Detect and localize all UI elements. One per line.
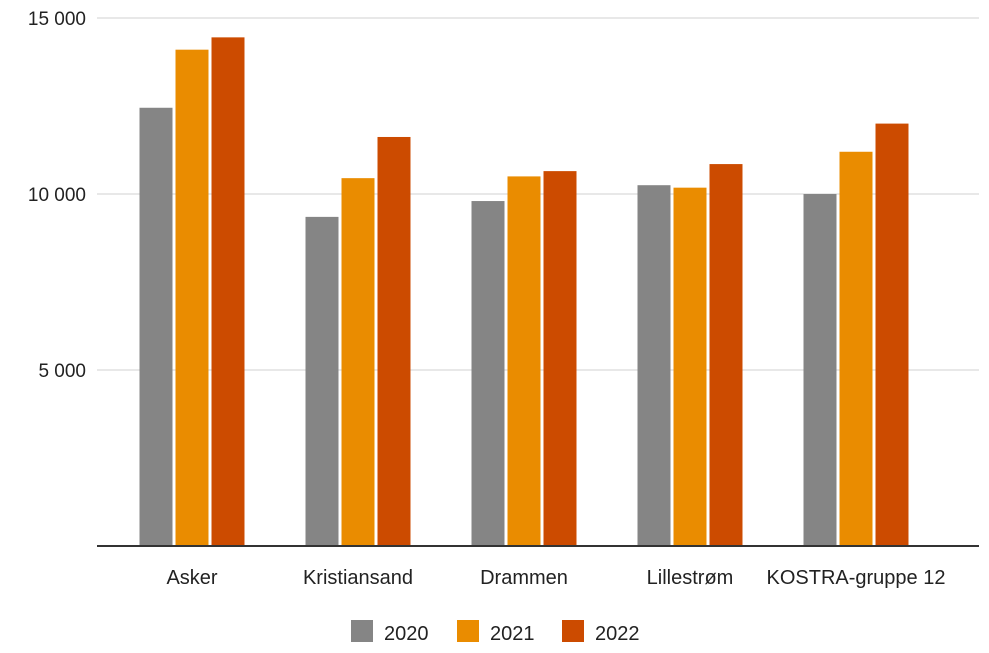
x-category-label: Asker [166,567,217,589]
bar-2020 [139,107,173,546]
bar-2022 [709,164,743,546]
x-category-label: Lillestrøm [647,567,734,589]
legend-swatch [457,620,479,642]
bar-2020 [305,216,339,546]
bars [139,37,909,547]
legend-label: 2022 [595,623,640,645]
legend-swatch [351,620,373,642]
bar-2022 [211,37,245,547]
y-axis-ticks: 5 000 10 000 15 000 [28,9,86,382]
bar-2021 [175,49,209,547]
y-tick-label: 10 000 [28,185,86,206]
x-category-label: KOSTRA-gruppe 12 [767,567,946,589]
x-category-label: Drammen [480,567,568,589]
bar-2022 [875,123,909,546]
bar-2021 [839,151,873,546]
y-tick-label: 5 000 [38,361,86,382]
legend-label: 2021 [490,623,535,645]
y-tick-label: 15 000 [28,9,86,30]
bar-2021 [341,178,375,546]
legend-label: 2020 [384,623,429,645]
x-axis-categories: Asker Kristiansand Drammen Lillestrøm KOSTRA… [166,567,945,589]
bar-2020 [471,201,505,547]
bar-2022 [377,136,411,546]
x-category-label: Kristiansand [303,567,413,589]
legend-swatch [562,620,584,642]
legend: 2020 2021 2022 [351,620,640,645]
bar-2022 [543,171,577,546]
bar-2020 [803,194,837,546]
bar-2020 [637,185,671,546]
bar-2021 [673,187,707,546]
bar-2021 [507,176,541,546]
